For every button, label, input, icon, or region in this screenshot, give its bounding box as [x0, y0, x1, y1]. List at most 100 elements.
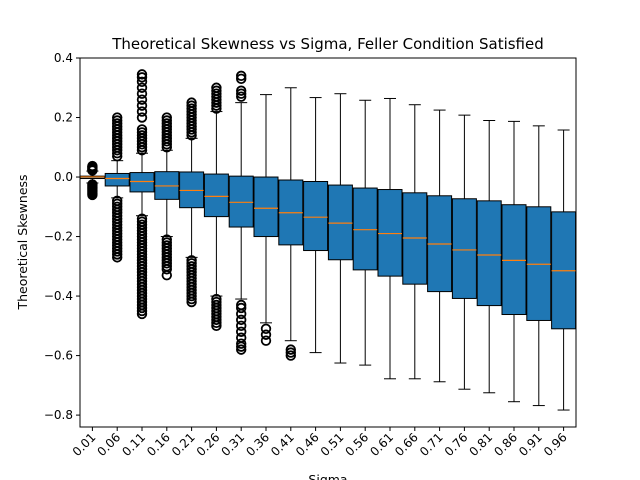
outlier-point [111, 118, 123, 129]
outlier-point [136, 130, 148, 141]
outlier-point [211, 88, 222, 99]
outlier-point [136, 88, 148, 99]
outlier-point [235, 299, 247, 311]
plot-area-frame [79, 57, 577, 428]
box-group [303, 97, 329, 354]
outlier-point [260, 335, 272, 346]
outlier-point [111, 201, 123, 212]
y-tick-label: 0.4 [54, 51, 73, 65]
outlier-point [235, 332, 247, 343]
outlier-point [111, 112, 123, 123]
box-iqr [377, 189, 403, 277]
y-ticks: −0.8 −0.6 −0.4 −0.2 0.0 0.2 0.4 [44, 51, 80, 422]
outlier-point [161, 240, 173, 251]
box-group [352, 99, 378, 366]
box-iqr [476, 200, 502, 307]
outlier-point [211, 82, 222, 93]
outlier-point [235, 88, 247, 99]
y-axis-label: Theoretical Skewness [15, 174, 30, 310]
outlier-point [211, 293, 222, 305]
outlier-point [235, 85, 247, 96]
outlier-point [161, 234, 173, 245]
box-iqr [352, 187, 378, 271]
outlier-point [161, 112, 173, 123]
outlier-point [136, 127, 148, 138]
outlier-point [211, 85, 222, 96]
box-group [501, 120, 527, 403]
outlier-point [235, 314, 247, 326]
outlier-point [235, 73, 247, 85]
outlier-point [285, 344, 297, 355]
box-iqr [451, 198, 477, 299]
y-tick-label: −0.8 [44, 408, 73, 422]
outlier-point [87, 160, 98, 172]
outlier-point [136, 216, 148, 227]
box-iqr [129, 172, 155, 193]
y-tick-label: −0.4 [44, 289, 73, 303]
box-iqr [501, 204, 527, 316]
outlier-point [285, 350, 297, 361]
box-group [551, 129, 577, 411]
outlier-point [136, 106, 148, 117]
box-iqr [303, 180, 329, 252]
outlier-point [111, 115, 123, 126]
outlier-point [211, 296, 222, 308]
y-tick-label: 0.2 [54, 111, 73, 125]
outlier-point [161, 118, 173, 129]
outlier-point [285, 347, 297, 358]
box-group [526, 125, 552, 407]
outlier-point [111, 195, 123, 207]
boxes-layer [79, 69, 577, 411]
outlier-point [235, 302, 247, 314]
box-group [104, 112, 130, 263]
box-group [377, 97, 403, 380]
outlier-point [136, 69, 148, 80]
outlier-point [136, 82, 148, 93]
x-axis-label: Sigma [308, 472, 347, 480]
outlier-point [161, 237, 173, 248]
outlier-point [136, 72, 148, 83]
y-tick-label: 0.0 [54, 170, 73, 184]
outlier-point [186, 261, 197, 272]
box-iqr [327, 184, 353, 261]
outlier-point [136, 213, 148, 224]
box-group [476, 119, 502, 394]
box-iqr [228, 175, 254, 228]
box-iqr [203, 173, 229, 218]
chart-title: Theoretical Skewness vs Sigma, Feller Co… [111, 35, 544, 53]
outlier-point [136, 100, 148, 111]
box-group [427, 109, 453, 383]
outlier-point [136, 94, 148, 105]
outlier-point [211, 299, 222, 311]
outlier-point [235, 338, 247, 349]
outlier-point [87, 179, 98, 190]
outlier-point [111, 198, 123, 210]
box-group [451, 114, 477, 390]
box-group [228, 70, 254, 355]
outlier-point [136, 219, 148, 230]
outlier-point [161, 115, 173, 126]
outlier-point [235, 344, 247, 355]
outlier-point [235, 326, 247, 337]
box-group [278, 87, 304, 361]
box-group [129, 69, 155, 320]
outlier-point [136, 76, 148, 88]
outlier-point [235, 91, 247, 102]
outlier-point [186, 103, 197, 114]
box-group [402, 104, 428, 380]
box-group [79, 160, 105, 201]
y-tick-label: −0.2 [44, 230, 73, 244]
box-group [179, 97, 205, 308]
outlier-point [136, 124, 148, 135]
y-tick-label: −0.6 [44, 349, 73, 363]
box-group [253, 94, 279, 346]
outlier-point [136, 112, 148, 123]
outlier-point [260, 323, 272, 334]
outlier-point [186, 255, 197, 266]
outlier-point [235, 320, 247, 332]
outlier-point [260, 329, 272, 340]
outlier-point [186, 97, 197, 108]
box-iqr [104, 172, 130, 187]
outlier-point [186, 258, 197, 269]
